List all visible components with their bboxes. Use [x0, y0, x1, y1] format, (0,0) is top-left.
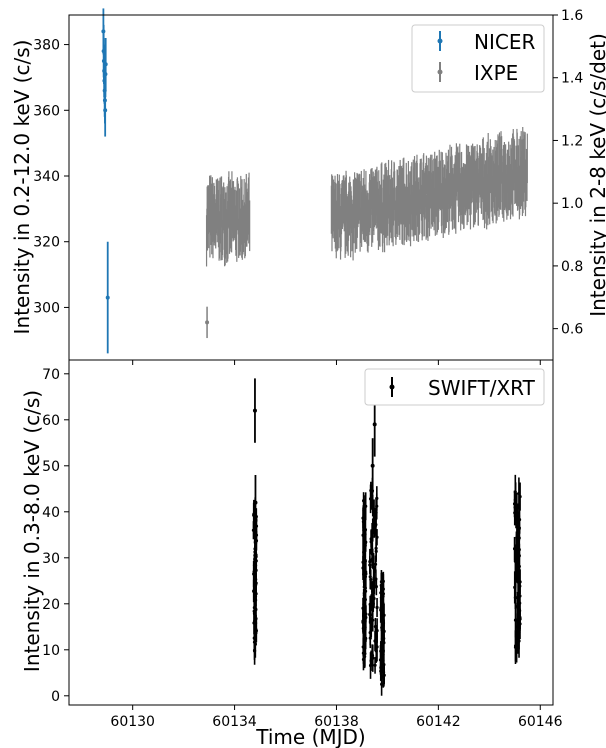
- bottom-x-tick-label-1: 60134: [212, 714, 257, 730]
- top-plot-area: [101, 8, 528, 354]
- bottom-y-tick-label-4: 40: [42, 505, 60, 521]
- swift-marker-2-13: [373, 624, 377, 629]
- bottom-y-tick-label-1: 10: [42, 643, 60, 659]
- top-right-y-axis-label: Intensity in 2-8 keV (c/s/det): [586, 33, 606, 317]
- top-panel: 300 320 340 360 380 0.6 0.8 1.0 1.2 1.4 1.6 Inten…: [10, 8, 606, 365]
- swift-marker-4-58: [517, 491, 521, 495]
- swift-isolated-point-1: [253, 475, 258, 531]
- swift-marker-2-40: [374, 546, 378, 550]
- swift-marker-3-0: [380, 682, 384, 686]
- ixpe-isolated-point-0: [205, 306, 210, 339]
- top-legend: NICER IXPE: [411, 24, 545, 93]
- swift-isolated-point-1-marker: [253, 500, 258, 505]
- nicer-point-10-marker: [105, 295, 110, 300]
- bottom-x-ticks: 60130 60134 60138 60142 60146: [110, 705, 563, 730]
- top-left-y-ticks: 300 320 340 360 380: [33, 38, 69, 316]
- top-left-tick-label-3: 360: [33, 103, 60, 119]
- bottom-y-tick-label-5: 50: [42, 459, 60, 475]
- top-right-tick-label-3: 1.2: [561, 133, 583, 149]
- swift-cluster-2: [368, 477, 379, 679]
- bottom-y-axis-label: Intensity in 0.3-8.0 keV (c/s): [20, 390, 44, 672]
- bottom-y-tick-label-6: 60: [42, 413, 60, 429]
- bottom-x-tick-label-3: 60142: [416, 714, 461, 730]
- top-right-tick-label-2: 1.0: [561, 196, 583, 212]
- swift-cluster-1: [361, 492, 368, 671]
- top-left-tick-label-0: 300: [33, 300, 60, 316]
- swift-marker-2-5: [370, 652, 374, 657]
- nicer-point-9: [103, 38, 108, 91]
- swift-marker-3-59: [380, 580, 385, 584]
- swift-marker-2-34: [373, 562, 378, 566]
- bottom-y-tick-label-2: 20: [42, 597, 60, 613]
- swift-marker-4-36: [512, 547, 517, 551]
- top-x-ticks: [132, 360, 541, 365]
- swift-marker-0-26: [252, 589, 256, 593]
- swift-isolated-point-2-marker: [370, 463, 375, 468]
- nicer-point-7-marker: [103, 108, 108, 113]
- bottom-plot-area: [251, 378, 522, 696]
- swift-marker-1-59: [361, 499, 366, 503]
- swift-marker-2-1: [373, 663, 377, 667]
- bottom-legend-box: [364, 368, 545, 406]
- legend-label-swift-xrt: SWIFT/XRT: [428, 376, 536, 400]
- legend-label-ixpe: IXPE: [474, 61, 518, 85]
- swift-marker-2-12: [375, 628, 379, 633]
- ixpe-segment-0: [205, 171, 251, 267]
- swift-cluster-4: [512, 474, 522, 665]
- legend-marker-ixpe: [437, 62, 443, 82]
- swift-marker-2-29: [374, 577, 378, 581]
- legend-label-nicer: NICER: [474, 30, 535, 54]
- swift-isolated-point-0: [252, 378, 257, 443]
- top-left-tick-label-2: 340: [33, 169, 60, 185]
- ixpe-isolated-point-0-marker: [205, 320, 210, 325]
- swift-marker-2-36: [368, 560, 372, 564]
- swift-isolated-point-0-marker: [252, 408, 257, 413]
- legend-marker-swift-xrt: [389, 377, 395, 397]
- bottom-y-tick-label-3: 30: [42, 551, 60, 567]
- swift-marker-2-21: [368, 602, 372, 607]
- top-right-tick-label-1: 0.8: [561, 259, 583, 275]
- bottom-y-ticks: 0 10 20 30 40 50 60 70: [42, 367, 69, 705]
- swift-marker-2-20: [375, 605, 379, 610]
- swift-marker-4-59: [513, 490, 517, 494]
- top-right-tick-label-0: 0.6: [561, 322, 583, 338]
- top-left-tick-label-1: 320: [33, 235, 60, 251]
- bottom-y-tick-label-0: 0: [51, 689, 60, 705]
- nicer-point-10: [105, 241, 110, 354]
- legend-marker-nicer: [437, 31, 443, 51]
- bottom-y-tick-label-7: 70: [42, 367, 60, 383]
- swift-marker-2-56: [375, 496, 379, 500]
- bottom-panel: 0 10 20 30 40 50 60 70 60130 60134 60138 60142 6014…: [20, 359, 563, 748]
- bottom-x-tick-label-0: 60130: [110, 714, 155, 730]
- bottom-legend: SWIFT/XRT: [364, 368, 545, 406]
- bottom-axes-frame: [68, 359, 554, 706]
- bottom-x-axis-label: Time (MJD): [255, 725, 365, 748]
- swift-cluster-0: [251, 497, 259, 665]
- top-legend-box: [411, 24, 545, 93]
- swift-isolated-point-3-marker: [372, 422, 377, 427]
- swift-cluster-3: [378, 570, 386, 696]
- top-left-tick-label-4: 380: [33, 38, 60, 54]
- top-right-tick-label-5: 1.6: [561, 8, 583, 24]
- ixpe-segment-1: [330, 126, 528, 261]
- bottom-x-tick-label-4: 60146: [518, 714, 563, 730]
- top-right-tick-label-4: 1.4: [561, 71, 583, 87]
- swift-isolated-point-2: [370, 438, 375, 494]
- top-right-y-ticks: 0.6 0.8 1.0 1.2 1.4 1.6: [553, 8, 583, 338]
- bottom-x-tick-label-2: 60138: [314, 714, 359, 730]
- swift-marker-2-15: [371, 618, 375, 622]
- swift-marker-2-31: [368, 575, 372, 579]
- nicer-point-9-marker: [103, 62, 108, 67]
- top-left-y-axis-label: Intensity in 0.2-12.0 keV (c/s): [10, 40, 34, 335]
